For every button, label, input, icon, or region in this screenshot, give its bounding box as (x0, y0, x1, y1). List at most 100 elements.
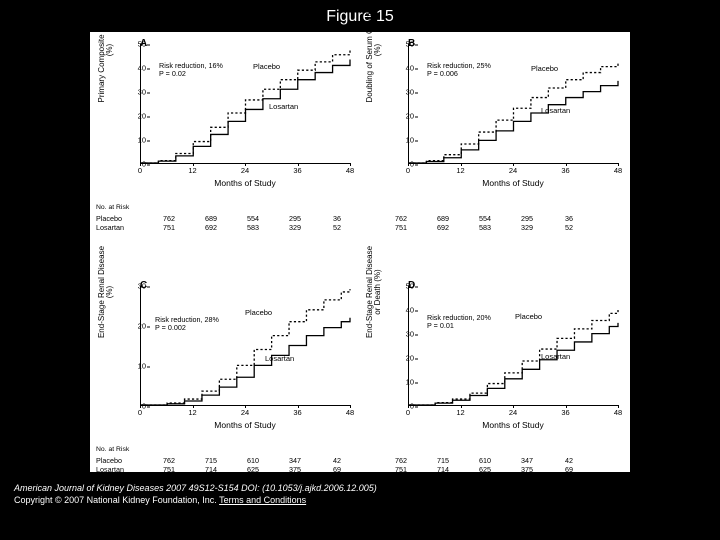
panel-c: CEnd-Stage Renal Disease (%)010203001224… (96, 280, 358, 440)
risk-row-label: Placebo (96, 214, 148, 223)
x-tick: 48 (340, 166, 360, 175)
footer: American Journal of Kidney Diseases 2007… (0, 472, 720, 506)
risk-cell: 347 (274, 456, 316, 465)
losartan-label: Losartan (541, 106, 570, 115)
risk-cell: 375 (506, 465, 548, 474)
plot-area: Risk reduction, 25% P = 0.006 Placebo Lo… (408, 44, 618, 164)
risk-cell: 69 (316, 465, 358, 474)
risk-cell: 715 (190, 456, 232, 465)
losartan-label: Losartan (265, 354, 294, 363)
x-tick: 36 (288, 408, 308, 417)
x-tick: 48 (340, 408, 360, 417)
risk-reduction-annotation: Risk reduction, 20% P = 0.01 (427, 314, 491, 331)
risk-cell: 583 (232, 223, 274, 232)
risk-cell: 751 (380, 465, 422, 474)
risk-cell: 329 (506, 223, 548, 232)
risk-cell: 69 (548, 465, 590, 474)
risk-row-label: Placebo (96, 456, 148, 465)
risk-table-bottom: No. at RiskPlacebo7627156103474276271561… (96, 446, 624, 474)
x-tick: 48 (608, 408, 628, 417)
panel-a: APrimary Composite End Point (%)01020304… (96, 38, 358, 198)
terms-link[interactable]: Terms and Conditions (219, 495, 306, 505)
x-tick: 0 (130, 166, 150, 175)
losartan-curve (409, 81, 618, 163)
risk-cell: 625 (232, 465, 274, 474)
risk-cell: 52 (316, 223, 358, 232)
losartan-label: Losartan (541, 352, 570, 361)
citation-text: American Journal of Kidney Diseases 2007… (14, 483, 377, 493)
placebo-label: Placebo (531, 64, 558, 73)
risk-cell: 689 (190, 214, 232, 223)
x-tick: 36 (288, 166, 308, 175)
x-axis-label: Months of Study (408, 420, 618, 430)
x-tick: 24 (235, 408, 255, 417)
risk-row-label: Losartan (96, 465, 148, 474)
risk-cell: 610 (464, 456, 506, 465)
risk-cell: 625 (464, 465, 506, 474)
risk-cell: 36 (548, 214, 590, 223)
risk-cell: 329 (274, 223, 316, 232)
panel-b: BDoubling of Serum Creatinine (%)0102030… (364, 38, 626, 198)
risk-cell: 715 (422, 456, 464, 465)
plot-area: Risk reduction, 20% P = 0.01 Placebo Los… (408, 286, 618, 406)
risk-cell: 295 (506, 214, 548, 223)
risk-cell: 692 (190, 223, 232, 232)
x-tick: 36 (556, 408, 576, 417)
risk-cell: 751 (380, 223, 422, 232)
risk-cell: 751 (148, 223, 190, 232)
x-tick: 12 (451, 166, 471, 175)
x-axis-label: Months of Study (408, 178, 618, 188)
risk-cell: 692 (422, 223, 464, 232)
risk-cell: 52 (548, 223, 590, 232)
losartan-curve (409, 323, 618, 405)
risk-cell: 554 (232, 214, 274, 223)
placebo-label: Placebo (245, 308, 272, 317)
risk-cell: 610 (232, 456, 274, 465)
placebo-label: Placebo (253, 62, 280, 71)
placebo-curve (141, 289, 350, 405)
losartan-label: Losartan (269, 102, 298, 111)
x-tick: 12 (183, 166, 203, 175)
risk-row: Placebo7626895542953676268955429536 (96, 214, 624, 223)
risk-cell: 583 (464, 223, 506, 232)
risk-cell: 751 (148, 465, 190, 474)
risk-cell: 36 (316, 214, 358, 223)
x-tick: 24 (503, 166, 523, 175)
risk-cell: 42 (316, 456, 358, 465)
x-tick: 0 (130, 408, 150, 417)
risk-cell: 42 (548, 456, 590, 465)
x-tick: 24 (235, 166, 255, 175)
plot-area: Risk reduction, 16% P = 0.02 Placebo Los… (140, 44, 350, 164)
risk-cell: 295 (274, 214, 316, 223)
risk-cell: 762 (380, 456, 422, 465)
risk-reduction-annotation: Risk reduction, 25% P = 0.006 (427, 62, 491, 79)
risk-table-top: No. at RiskPlacebo7626895542953676268955… (96, 204, 624, 232)
risk-header: No. at Risk (96, 204, 624, 212)
risk-cell: 347 (506, 456, 548, 465)
copyright-text: Copyright © 2007 National Kidney Foundat… (14, 495, 219, 505)
plot-area: Risk reduction, 28% P = 0.002 Placebo Lo… (140, 286, 350, 406)
risk-header: No. at Risk (96, 446, 624, 454)
x-axis-label: Months of Study (140, 420, 350, 430)
risk-row: Losartan7516925833295275169258332952 (96, 223, 624, 232)
risk-cell: 689 (422, 214, 464, 223)
risk-row: Placebo7627156103474276271561034742 (96, 456, 624, 465)
risk-cell: 714 (422, 465, 464, 474)
x-tick: 36 (556, 166, 576, 175)
risk-cell: 375 (274, 465, 316, 474)
risk-cell: 762 (148, 214, 190, 223)
placebo-label: Placebo (515, 312, 542, 321)
y-axis-label: End-Stage Renal Disease or Death (%) (366, 232, 383, 352)
risk-cell: 714 (190, 465, 232, 474)
x-tick: 0 (398, 408, 418, 417)
y-axis-label: End-Stage Renal Disease (%) (98, 232, 115, 352)
risk-row: Losartan7517146253756975171462537569 (96, 465, 624, 474)
x-tick: 0 (398, 166, 418, 175)
x-axis-label: Months of Study (140, 178, 350, 188)
risk-cell: 762 (148, 456, 190, 465)
panel-d: DEnd-Stage Renal Disease or Death (%)010… (364, 280, 626, 440)
x-tick: 12 (183, 408, 203, 417)
x-tick: 48 (608, 166, 628, 175)
y-axis-label: Primary Composite End Point (%) (98, 0, 115, 110)
y-axis-label: Doubling of Serum Creatinine (%) (366, 0, 383, 110)
